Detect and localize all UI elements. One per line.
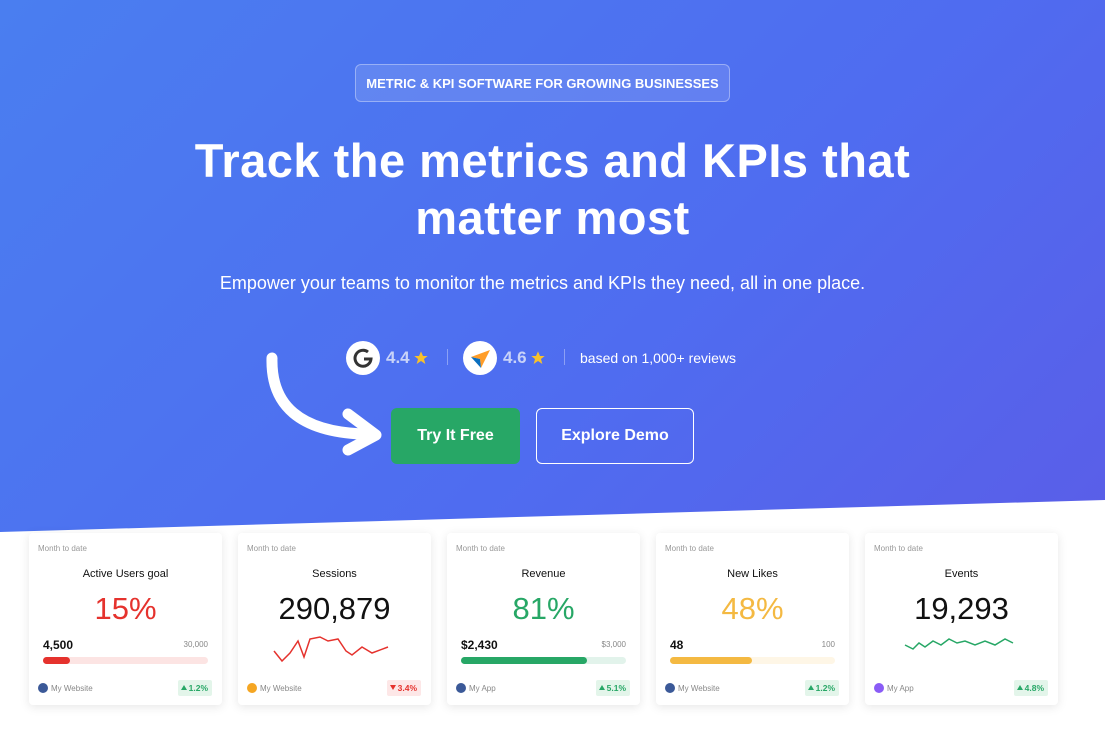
metric-card: Month to date Revenue 81% $2,430 $3,000 My Ap… — [447, 533, 640, 705]
card-title: Events — [944, 568, 979, 580]
badge: METRIC & KPI SOFTWARE FOR GROWING BUSINE… — [355, 64, 730, 102]
progress-fill — [670, 657, 752, 664]
current-value: 4,500 — [43, 638, 74, 652]
metric-value: 290,879 — [278, 591, 391, 626]
change: 1.2% — [804, 680, 839, 696]
score: 4.4 — [386, 348, 410, 367]
separator — [564, 349, 565, 365]
star — [530, 351, 545, 364]
progress-track — [43, 657, 208, 664]
try-free-button[interactable]: Try It Free — [391, 408, 520, 464]
period: Month to date — [247, 544, 296, 553]
source: My App — [887, 684, 914, 693]
metric-card: Month to date Sessions 290,879 My Website 3.… — [238, 533, 431, 705]
metric-card: Month to date Events 19,293 My App 4.8% — [865, 533, 1058, 705]
sparkline-path — [273, 636, 389, 663]
star — [413, 351, 428, 364]
separator — [447, 349, 448, 365]
card-title: Revenue — [521, 568, 566, 580]
metric-value: 15% — [94, 591, 157, 626]
source-icon — [247, 683, 257, 693]
sparkline — [904, 638, 1014, 650]
progress-track — [461, 657, 626, 664]
change-arrow — [1016, 685, 1023, 690]
change-arrow — [180, 685, 187, 690]
change-arrow — [598, 685, 605, 690]
goal-value: 30,000 — [183, 640, 208, 649]
card-title: Sessions — [312, 568, 357, 580]
g2-logo — [346, 341, 380, 375]
score: 4.6 — [503, 348, 527, 367]
card-title: New Likes — [727, 568, 778, 580]
goal-value: $3,000 — [601, 640, 626, 649]
current-value: 48 — [670, 638, 684, 652]
change: 5.1% — [595, 680, 630, 696]
source: My Website — [678, 684, 720, 693]
headline: Track the metrics and KPIs that matter m… — [194, 134, 911, 244]
sparkline — [273, 636, 389, 663]
source: My Website — [260, 684, 302, 693]
progress-fill — [43, 657, 70, 664]
progress-fill — [461, 657, 587, 664]
source-icon — [665, 683, 675, 693]
metric-card: Month to date Active Users goal 15% 4,500 30… — [29, 533, 222, 705]
metric-value: 19,293 — [914, 591, 1009, 626]
metric-value: 81% — [512, 591, 575, 626]
reviews-note: based on 1,000+ reviews — [580, 350, 737, 366]
period: Month to date — [38, 544, 87, 553]
progress-track — [670, 657, 835, 664]
current-value: $2,430 — [461, 638, 498, 652]
source: My App — [469, 684, 496, 693]
change-arrow — [389, 685, 396, 690]
metric-value: 48% — [721, 591, 784, 626]
goal-value: 100 — [821, 640, 835, 649]
subheadline: Empower your teams to monitor the metric… — [219, 273, 866, 293]
sparkline-path — [904, 638, 1014, 650]
source-icon — [456, 683, 466, 693]
card-title: Active Users goal — [82, 568, 169, 580]
period: Month to date — [874, 544, 923, 553]
arrow-illustration — [266, 352, 382, 456]
change-arrow — [807, 685, 814, 690]
source-icon — [38, 683, 48, 693]
capterra-logo — [463, 341, 497, 375]
change: 3.4% — [386, 680, 421, 696]
hero — [0, 0, 1105, 532]
change: 1.2% — [177, 680, 212, 696]
explore-demo-button[interactable]: Explore Demo — [536, 408, 694, 464]
metric-card: Month to date New Likes 48% 48 100 My Website… — [656, 533, 849, 705]
change: 4.8% — [1013, 680, 1048, 696]
period: Month to date — [665, 544, 714, 553]
rating: 4.4 — [346, 340, 429, 376]
period: Month to date — [456, 544, 505, 553]
source: My Website — [51, 684, 93, 693]
source-icon — [874, 683, 884, 693]
rating: 4.6 — [463, 340, 546, 376]
